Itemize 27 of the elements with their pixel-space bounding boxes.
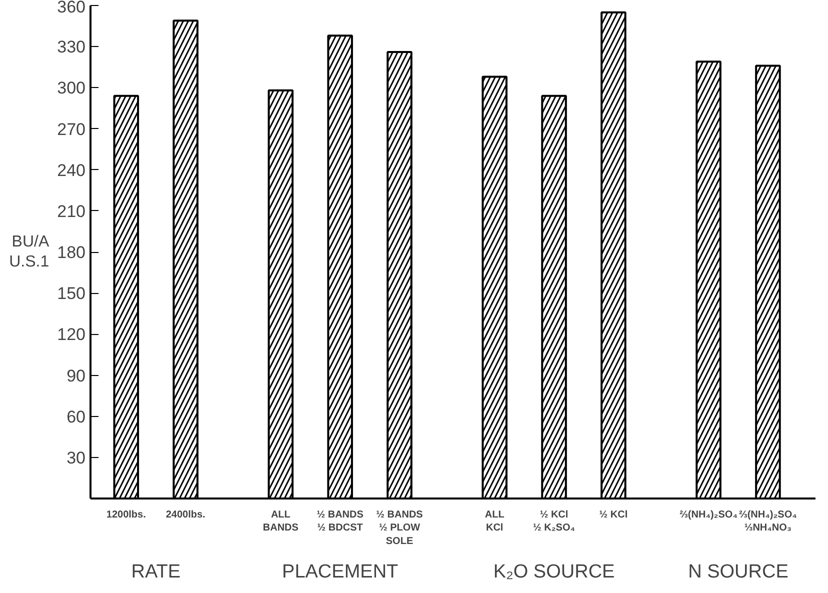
x-tick-label: ½ BANDS ½ BDCST bbox=[316, 510, 364, 534]
y-tick-label: 180 bbox=[57, 243, 86, 262]
y-tick-label: 120 bbox=[57, 325, 86, 344]
x-tick-label: ALL BANDS bbox=[262, 510, 299, 534]
x-tick-label: ½ BANDS ½ PLOW SOLE bbox=[376, 510, 424, 547]
y-tick-label: 360 bbox=[57, 0, 86, 16]
text: N SOURCE bbox=[688, 562, 788, 582]
x-tick-label: ALL KCl bbox=[484, 510, 504, 534]
y-tick-label: 90 bbox=[66, 366, 86, 386]
y-tick-label: 60 bbox=[66, 407, 86, 426]
y-tick-label: 150 bbox=[57, 284, 86, 304]
x-tick-label: ⅔(NH₄)₂SO₄ ⅓NH₄NO₃ bbox=[739, 510, 798, 534]
x-tick-label: ⅔(NH₄)₂SO₄ bbox=[680, 510, 738, 520]
x-tick-label: 2400lbs. bbox=[166, 510, 206, 520]
text: K₂O SOURCE bbox=[493, 562, 615, 582]
y-tick-label: 210 bbox=[57, 202, 86, 221]
y-tick-label: 30 bbox=[66, 448, 86, 468]
text: RATE bbox=[131, 562, 181, 582]
y-tick-label: 300 bbox=[57, 78, 86, 98]
x-tick-label: 1200lbs. bbox=[106, 510, 146, 520]
y-tick-label: 240 bbox=[57, 160, 86, 180]
text: PLACEMENT bbox=[282, 562, 399, 582]
x-tick-label: ½ KCl ½ K₂SO₄ bbox=[533, 510, 576, 534]
y-axis-title: BU/A U.S.1 bbox=[9, 233, 50, 271]
x-tick-label: ½ KCl bbox=[599, 510, 628, 520]
y-tick-label: 330 bbox=[57, 38, 86, 57]
y-tick-label: 270 bbox=[57, 120, 86, 139]
